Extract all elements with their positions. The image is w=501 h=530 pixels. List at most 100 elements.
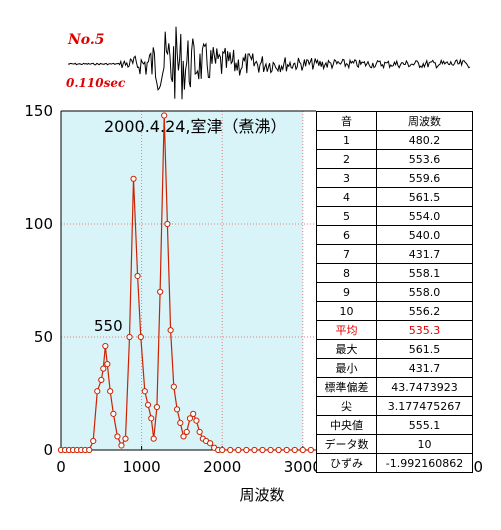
data-point <box>251 446 258 454</box>
stats-cell-label: 1 <box>316 130 377 150</box>
data-point <box>167 327 174 334</box>
data-point <box>170 383 177 390</box>
stats-cell-value: 43.7473923 <box>376 377 473 397</box>
stats-cell-label: 7 <box>316 244 377 264</box>
data-point <box>183 428 190 436</box>
stats-row: 6 540.0 <box>316 225 473 245</box>
data-point <box>177 419 184 426</box>
stats-cell-value: 558.1 <box>376 263 473 283</box>
stats-header-row: 音 周波数 <box>316 111 473 131</box>
data-point <box>164 220 171 228</box>
data-point <box>299 446 306 454</box>
data-point <box>86 446 93 454</box>
chart-title: 2000.4.24,室津（煮沸） <box>104 117 287 136</box>
stats-cell-value: 10 <box>376 434 473 454</box>
data-point <box>114 433 121 440</box>
y-tick-label: 50 <box>34 328 53 346</box>
stats-cell-value: 554.0 <box>376 206 473 226</box>
stats-cell-label: ひずみ <box>316 453 377 473</box>
stats-cell-value: 561.5 <box>376 187 473 207</box>
data-point <box>161 112 168 119</box>
data-point <box>173 406 181 413</box>
data-point <box>122 435 129 442</box>
y-tick-label: 150 <box>24 102 53 120</box>
stats-cell-label: 標準偏差 <box>316 377 377 397</box>
data-point <box>186 415 194 422</box>
data-point <box>148 415 155 422</box>
data-point <box>190 410 197 417</box>
y-tick-label: 0 <box>43 441 53 459</box>
stats-row: 10 556.2 <box>316 301 473 321</box>
data-point <box>144 401 152 408</box>
stats-cell-value: 480.2 <box>376 130 473 150</box>
stats-row: 1 480.2 <box>316 130 473 150</box>
data-point <box>235 446 242 454</box>
waveform-trace <box>67 26 471 100</box>
stats-row: ひずみ -1.992160862 <box>316 453 473 473</box>
stats-cell-label: 5 <box>316 206 377 226</box>
data-point <box>141 388 148 395</box>
x-tick-label: 3000 <box>284 458 322 476</box>
data-point <box>275 446 282 454</box>
data-point <box>227 446 234 454</box>
data-point <box>283 446 290 454</box>
stats-cell-value: 556.2 <box>376 301 473 321</box>
x-tick-label: 2000 <box>203 458 241 476</box>
data-point <box>126 333 133 341</box>
stats-row: 最小 431.7 <box>316 358 473 378</box>
stats-row: 平均 535.3 <box>316 320 473 340</box>
waveform-label: No.5 <box>68 32 105 48</box>
stats-row: 5 554.0 <box>316 206 473 226</box>
data-point <box>267 446 274 454</box>
stats-cell-value: 535.3 <box>376 320 473 340</box>
data-point <box>130 175 137 182</box>
data-point <box>98 376 105 384</box>
stats-cell-value: 3.177475267 <box>376 396 473 416</box>
data-point <box>137 333 144 341</box>
waveform-duration: 0.110sec <box>66 76 126 90</box>
data-point <box>207 440 214 447</box>
data-point <box>291 446 298 454</box>
data-point <box>104 361 111 368</box>
stats-cell-value: 561.5 <box>376 339 473 359</box>
data-point <box>180 433 187 440</box>
y-tick-label: 100 <box>24 215 53 233</box>
stats-cell-label: 平均 <box>316 320 377 340</box>
data-point <box>259 446 266 454</box>
data-point <box>153 403 161 411</box>
stats-cell-label: 9 <box>316 282 377 302</box>
data-point <box>118 442 125 449</box>
stats-row: 3 559.6 <box>316 168 473 188</box>
stats-row: 4 561.5 <box>316 187 473 207</box>
stats-row: 2 553.6 <box>316 149 473 169</box>
data-point <box>94 388 101 395</box>
data-point <box>150 435 157 442</box>
stats-cell-label: 尖 <box>316 396 377 416</box>
stats-cell-value: 431.7 <box>376 244 473 264</box>
stats-cell-label: 10 <box>316 301 377 321</box>
stats-row: 標準偏差 43.7473923 <box>316 377 473 397</box>
data-point <box>90 437 97 445</box>
data-point <box>196 428 203 436</box>
stats-row: 最大 561.5 <box>316 339 473 359</box>
data-point <box>134 272 141 280</box>
stats-cell-value: 540.0 <box>376 225 473 245</box>
stats-row: 7 431.7 <box>316 244 473 264</box>
data-point <box>110 410 117 417</box>
plot-area <box>61 111 303 450</box>
stats-header-frequency: 周波数 <box>376 111 473 131</box>
stats-table: 音 周波数 1 480.2 2 553.6 3 559.6 4 561.5 5 554.0 6 540… <box>316 111 473 473</box>
stats-cell-label: 6 <box>316 225 377 245</box>
stats-cell-label: 8 <box>316 263 377 283</box>
stats-cell-label: 中央値 <box>316 415 377 435</box>
stats-cell-value: 555.1 <box>376 415 473 435</box>
stats-row: 中央値 555.1 <box>316 415 473 435</box>
x-axis-label: 周波数 <box>239 486 284 504</box>
stats-row: 尖 3.177475267 <box>316 396 473 416</box>
data-point <box>219 446 226 454</box>
stats-cell-value: 558.0 <box>376 282 473 302</box>
data-point <box>157 288 164 295</box>
data-point <box>307 446 314 454</box>
stats-cell-label: 3 <box>316 168 377 188</box>
stats-header-sound: 音 <box>316 111 377 131</box>
